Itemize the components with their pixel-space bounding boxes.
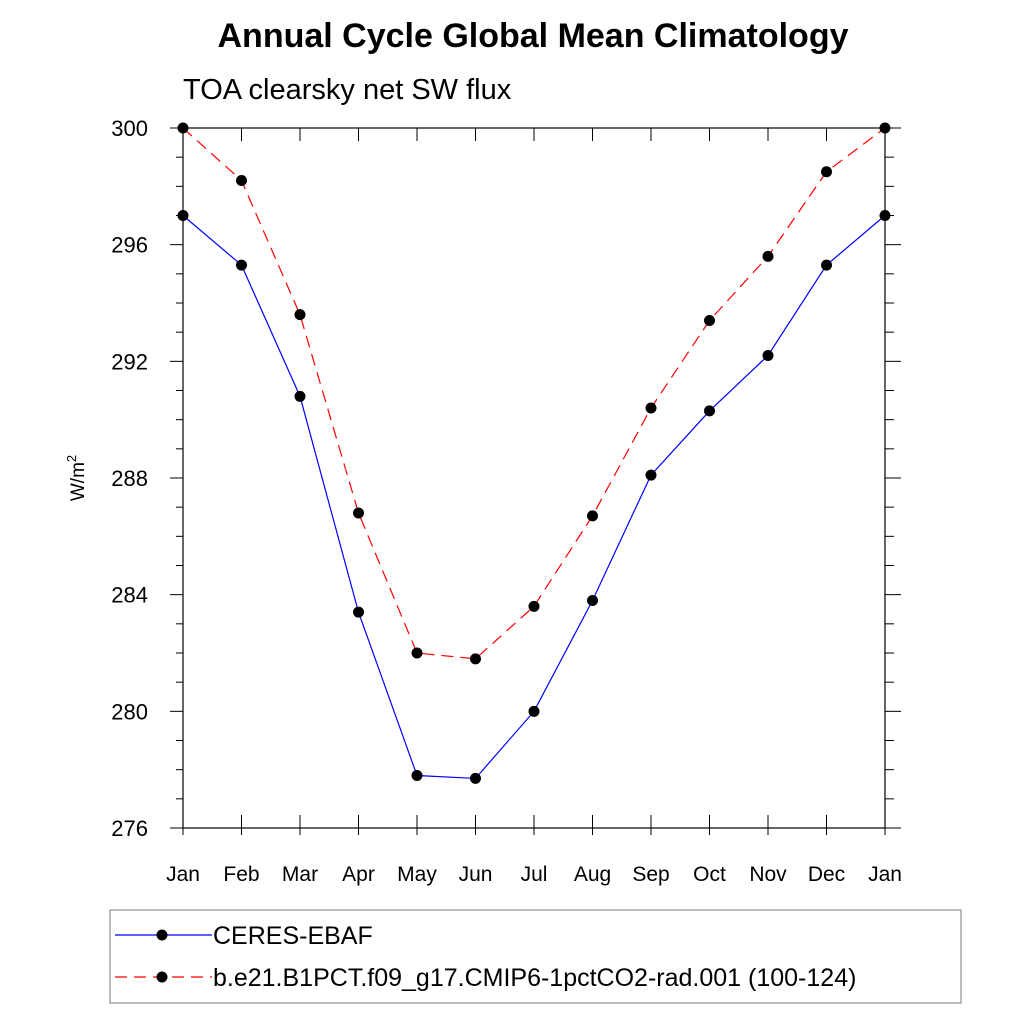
series-2-point xyxy=(470,653,481,665)
series-2-point xyxy=(762,250,774,262)
x-tick-label: Sep xyxy=(632,863,669,886)
y-tick-label: 288 xyxy=(111,466,148,491)
series-2-point xyxy=(704,315,715,326)
series-2-point xyxy=(528,600,540,612)
x-tick-label: Jun xyxy=(459,863,493,886)
series-1-point xyxy=(177,210,189,221)
series-markers xyxy=(177,122,891,784)
y-tick-label: 280 xyxy=(111,699,148,724)
series-2-point xyxy=(294,309,306,321)
legend-label-series-2: b.e21.B1PCT.f09_g17.CMIP6-1pctCO2-rad.00… xyxy=(213,964,856,992)
series-2-point xyxy=(353,507,364,519)
series-2-point xyxy=(177,122,189,134)
series-2-point xyxy=(645,402,657,414)
x-tick-label: Jan xyxy=(868,863,902,886)
series-1-point xyxy=(528,705,540,717)
y-tick-label: 296 xyxy=(111,233,148,258)
x-tick-label: May xyxy=(397,863,437,886)
chart-title: Annual Cycle Global Mean Climatology xyxy=(218,17,849,55)
x-tick-label: Dec xyxy=(808,863,845,886)
y-axis-label-text: W/m xyxy=(68,462,89,501)
series-2-point xyxy=(821,166,832,178)
y-axis-label: W/m2 xyxy=(64,455,89,501)
series-line-1 xyxy=(182,215,886,780)
series-2-point xyxy=(879,122,891,134)
y-tick-label: 284 xyxy=(111,583,148,608)
series-1-point xyxy=(762,350,774,361)
y-axis-label-superscript: 2 xyxy=(64,455,79,462)
x-tick-label: Jul xyxy=(521,863,548,886)
y-tick-label: 292 xyxy=(111,349,148,374)
x-tick-label: Feb xyxy=(223,863,259,886)
x-tick-label: Oct xyxy=(693,863,726,886)
series-1-point xyxy=(879,210,891,221)
series-1-point xyxy=(470,772,481,784)
axis-ticks xyxy=(170,127,901,835)
x-tick-label: Aug xyxy=(574,863,611,886)
legend-marker-series-2 xyxy=(156,971,168,983)
series-lines xyxy=(182,127,886,780)
x-tick-label: Mar xyxy=(282,863,318,886)
plot-frame xyxy=(182,127,886,829)
series-1-point xyxy=(236,259,247,271)
legend-box xyxy=(109,909,962,1004)
x-tick-label: Apr xyxy=(342,863,375,886)
chart-subtitle: TOA clearsky net SW flux xyxy=(183,74,512,106)
legend-label-series-1: CERES-EBAF xyxy=(213,922,373,950)
series-1-point xyxy=(587,595,598,606)
series-1-point xyxy=(411,770,423,781)
series-2-point xyxy=(411,647,423,659)
series-1-point xyxy=(821,259,832,271)
legend-marker-series-1 xyxy=(156,929,168,941)
axis-tick-labels: Jan Feb Mar Apr May Jun Jul Aug Sep Oct Nov Dec Jan 2… xyxy=(111,116,902,886)
x-tick-label: Nov xyxy=(749,863,787,886)
series-2-point xyxy=(587,510,598,522)
x-tick-label: Jan xyxy=(166,863,200,886)
series-1-point xyxy=(645,469,657,481)
series-1-point xyxy=(294,390,306,402)
series-1-point xyxy=(704,405,715,417)
y-tick-label: 276 xyxy=(111,816,148,841)
series-2-point xyxy=(236,175,247,186)
svg-text:W/m2: W/m2 xyxy=(64,455,89,501)
series-line-2 xyxy=(182,127,886,660)
y-tick-label: 300 xyxy=(111,116,148,141)
series-1-point xyxy=(353,606,364,618)
legend: CERES-EBAF b.e21.B1PCT.f09_g17.CMIP6-1pc… xyxy=(109,909,962,1004)
